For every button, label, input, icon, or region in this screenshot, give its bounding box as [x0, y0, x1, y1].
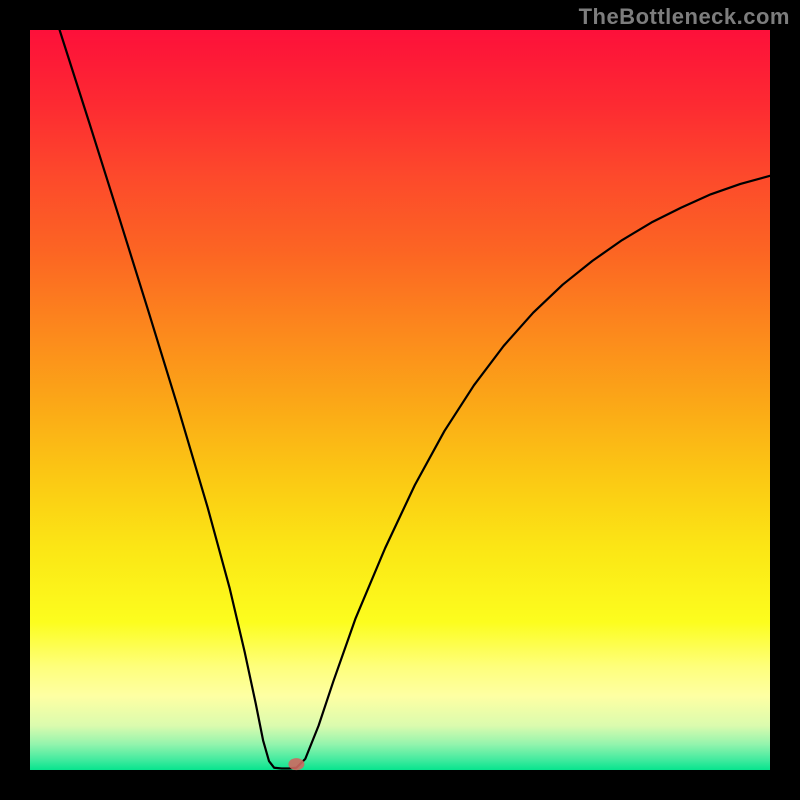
chart-canvas: TheBottleneck.com [0, 0, 800, 800]
optimal-point-marker [288, 758, 304, 770]
plot-background [30, 30, 770, 770]
chart-svg [0, 0, 800, 800]
